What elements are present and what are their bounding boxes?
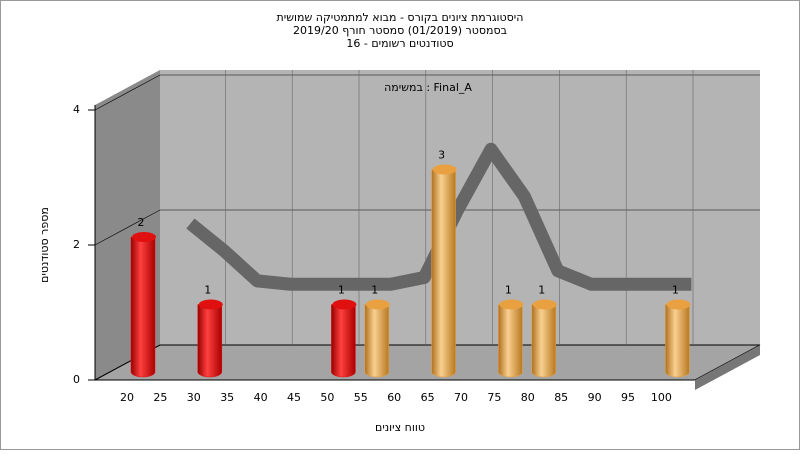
data-label: 2 <box>138 216 145 229</box>
title-line: היסטוגרמת ציונים בקורס - מבוא למתמטיקה ש… <box>277 11 524 24</box>
bar-top <box>332 299 357 310</box>
x-tick-label: 55 <box>354 391 368 404</box>
bar <box>431 169 456 378</box>
bar-top <box>432 164 457 175</box>
x-tick-label: 90 <box>588 391 602 404</box>
data-label: 1 <box>204 284 211 297</box>
floor-edge <box>695 345 760 390</box>
x-tick-label: 30 <box>187 391 201 404</box>
y-tick-label: 2 <box>73 238 80 251</box>
bar <box>364 304 390 378</box>
x-tick-label: 60 <box>387 391 401 404</box>
y-axis-title: מספר סטודנטים <box>38 207 51 283</box>
bar-top <box>198 299 223 310</box>
grid-line <box>94 209 760 246</box>
floor <box>94 344 761 381</box>
data-label: 1 <box>672 284 679 297</box>
data-label: 1 <box>338 284 345 297</box>
x-tick-label: 95 <box>621 391 635 404</box>
bar-top <box>499 299 524 310</box>
bar <box>130 236 156 378</box>
title-line: סטודנטים רשומים - 16 <box>346 37 453 50</box>
y-tick-label: 4 <box>73 103 80 116</box>
bar <box>331 304 356 378</box>
grid-line <box>94 74 760 111</box>
x-tick-label: 100 <box>651 391 672 404</box>
annotation: במשימה : Final_A <box>384 81 472 94</box>
y-tick-label: 0 <box>73 373 80 386</box>
bar-top <box>532 299 557 310</box>
data-label: 3 <box>438 149 445 162</box>
x-tick-label: 40 <box>254 391 268 404</box>
bar <box>665 304 690 378</box>
x-tick-label: 35 <box>220 391 234 404</box>
x-tick-label: 45 <box>287 391 301 404</box>
bar-top <box>666 299 691 310</box>
bar <box>197 304 223 378</box>
x-tick-label: 75 <box>487 391 501 404</box>
x-axis-title: טווח ציונים <box>375 421 425 434</box>
x-tick-label: 20 <box>120 391 134 404</box>
x-tick-label: 25 <box>153 391 167 404</box>
x-tick-label: 65 <box>421 391 435 404</box>
x-tick-label: 50 <box>320 391 334 404</box>
data-label: 1 <box>505 284 512 297</box>
bar <box>531 304 557 378</box>
bar <box>498 304 523 378</box>
grid-line <box>94 344 760 381</box>
data-label: 1 <box>371 284 378 297</box>
x-tick-label: 85 <box>554 391 568 404</box>
data-label: 1 <box>538 284 545 297</box>
title-line: בסמסטר (01/2019) סמסטר חורף 2019/20 <box>293 24 507 37</box>
x-tick-label: 80 <box>521 391 535 404</box>
bar-top <box>132 232 156 242</box>
x-tick-label: 70 <box>454 391 468 404</box>
bar-top <box>365 299 390 310</box>
